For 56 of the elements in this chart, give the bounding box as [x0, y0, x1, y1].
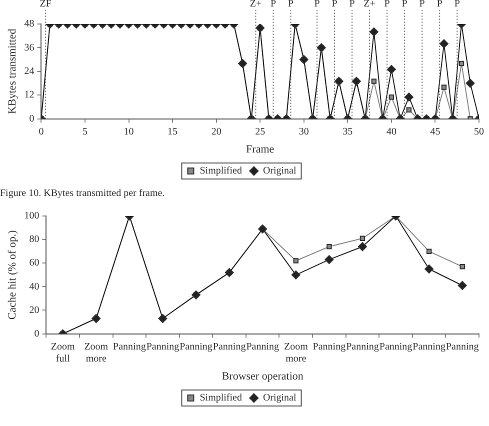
x-tick-label: 40 — [386, 126, 396, 138]
caption: Figure 10. KBytes transmitted per frame. — [0, 187, 166, 201]
y-tick-label: 40 — [29, 281, 40, 292]
ref-line-label: Z+ — [364, 0, 376, 10]
x-tick-label: Panning — [212, 341, 246, 352]
ref-line-label: P — [419, 0, 426, 10]
ref-line-label: P — [270, 0, 276, 10]
x-tick-label: 25 — [255, 126, 266, 138]
y-tick-label: 100 — [24, 210, 40, 222]
ref-line-label: Z+ — [250, 0, 262, 10]
legend-label: Simplified — [200, 166, 242, 177]
x-tick-label: Panning — [246, 341, 279, 352]
y-tick-label: 0 — [34, 328, 40, 340]
x-tick-label: Panning — [113, 341, 146, 352]
legend-label: Simplified — [200, 392, 242, 404]
y-tick-label: 48 — [24, 18, 34, 30]
y-tick-label: 12 — [24, 90, 34, 101]
x-tick-label: 20 — [211, 126, 222, 138]
x-tick-label: Panning — [412, 341, 446, 352]
ref-line-label: P — [349, 0, 356, 10]
x-tick-label: 10 — [124, 126, 134, 138]
x-tick-label: Panning — [312, 341, 346, 352]
y-tick-label: 24 — [24, 66, 34, 78]
x-tick-label: Panning — [379, 341, 412, 352]
x-tick-label: 50 — [474, 126, 484, 138]
x-axis-title: Browser operation — [222, 370, 304, 382]
x-tick-label: 5 — [82, 126, 88, 138]
ref-line-label: P — [436, 0, 443, 10]
x-tick-label: Panning — [180, 341, 212, 352]
y-axis-title: KBytes transmitted — [6, 28, 18, 114]
y-tick-label: 20 — [29, 304, 40, 316]
ref-line-label: P — [332, 0, 338, 10]
ref-line-label: P — [402, 0, 408, 10]
x-tick-label: 15 — [168, 126, 178, 138]
y-axis-title: Cache hit (% of op.) — [6, 230, 18, 320]
x-tick-label: 45 — [430, 126, 440, 138]
ref-line-label: P — [288, 0, 294, 10]
ref-line-label: P — [454, 0, 460, 10]
ref-line-label: P — [314, 0, 320, 10]
x-tick-label: Panning — [146, 341, 180, 352]
x-tick-label: Zoom full — [50, 341, 76, 364]
ref-line-label: P — [384, 0, 390, 10]
x-axis-title: Frame — [246, 143, 274, 156]
y-tick-label: 0 — [29, 113, 34, 124]
x-tick-label: Zoom more — [84, 341, 108, 364]
ref-line-label: ZF — [40, 0, 52, 10]
x-tick-label: Panning — [446, 341, 479, 352]
x-tick-label: 35 — [342, 126, 353, 138]
x-tick-label: Zoom more — [284, 341, 308, 364]
legend-label: Original — [262, 166, 296, 177]
x-tick-label: 30 — [298, 126, 309, 138]
legend-label: Original — [262, 392, 296, 404]
y-tick-label: 80 — [29, 234, 40, 246]
x-tick-label: Panning — [346, 341, 379, 352]
y-tick-label: 60 — [29, 258, 40, 269]
y-tick-label: 36 — [24, 42, 34, 54]
